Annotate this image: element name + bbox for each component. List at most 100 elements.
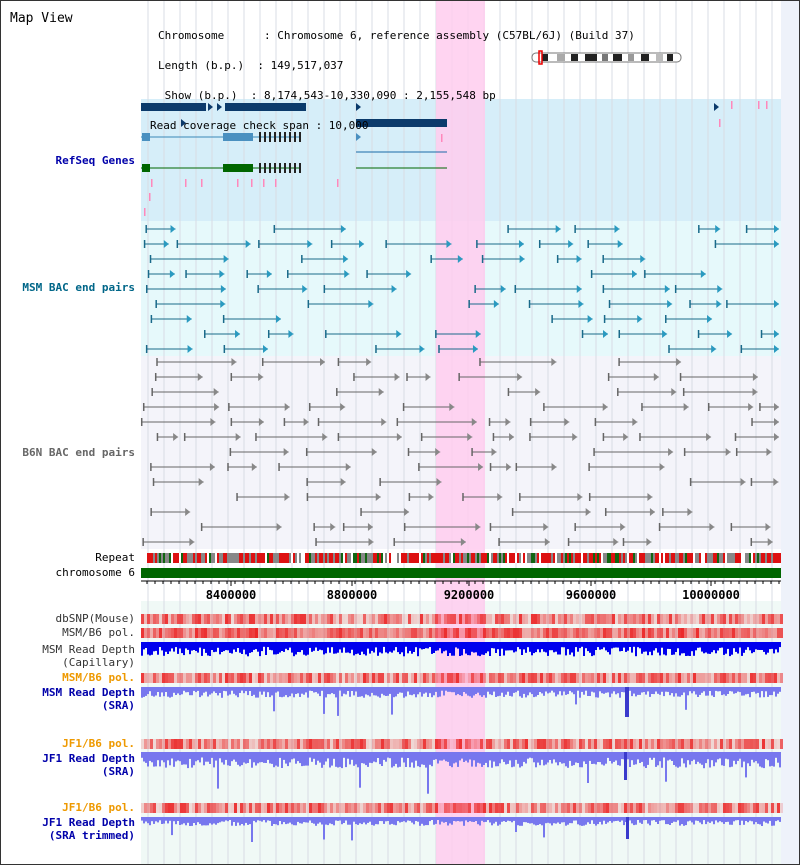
read-depth-bar [719, 642, 721, 648]
polymorphism-cell [174, 803, 177, 813]
read-depth-bar [351, 642, 353, 650]
read-depth-bar [779, 642, 781, 648]
polymorphism-cell [639, 614, 642, 624]
read-depth-bar [697, 817, 699, 821]
polymorphism-cell [324, 739, 327, 749]
repeat-mark [155, 553, 157, 563]
bac-end [519, 255, 525, 263]
polymorphism-cell [303, 628, 306, 638]
bac-end [261, 358, 264, 366]
read-depth-bar [691, 817, 693, 823]
repeat-mark [569, 553, 571, 563]
polymorphism-cell [441, 673, 444, 683]
read-depth-bar [181, 817, 183, 825]
read-depth-bar [541, 687, 543, 694]
polymorphism-cell [576, 628, 579, 638]
bac-end [359, 240, 365, 248]
read-depth-bar [559, 687, 561, 692]
polymorphism-cell [627, 803, 630, 813]
read-depth-bar [337, 687, 339, 716]
read-depth-bar [463, 752, 465, 762]
track-label-b6n-bac[interactable]: B6N BAC end pairs [22, 446, 135, 459]
read-depth-bar [507, 687, 509, 692]
repeat-mark [385, 553, 387, 563]
read-depth-bar [299, 642, 301, 653]
polymorphism-cell [354, 614, 357, 624]
polymorphism-cell [531, 614, 534, 624]
polymorphism-cell [627, 673, 630, 683]
polymorphism-cell [735, 628, 738, 638]
polymorphism-cell [396, 803, 399, 813]
read-depth-bar [763, 642, 765, 652]
polymorphism-cell [327, 803, 330, 813]
repeat-mark [395, 553, 397, 563]
polymorphism-cell [579, 614, 582, 624]
polymorphism-cell [423, 614, 426, 624]
read-depth-bar [187, 752, 189, 769]
read-depth-bar [487, 687, 489, 692]
polymorphism-cell [483, 628, 486, 638]
track-label-jf1-b6-pol: JF1/B6 pol. [62, 737, 135, 750]
polymorphism-cell [141, 739, 144, 749]
read-depth-bar [459, 687, 461, 696]
polymorphism-cell [411, 673, 414, 683]
repeat-mark [299, 553, 301, 563]
bac-end [340, 478, 346, 486]
read-depth-bar [335, 752, 337, 767]
read-depth-bar [431, 687, 433, 698]
repeat-mark [665, 553, 667, 563]
polymorphism-cell [564, 614, 567, 624]
polymorphism-cell [615, 803, 618, 813]
read-depth-bar [645, 687, 647, 695]
polymorphism-cell [327, 628, 330, 638]
read-depth-bar [521, 817, 523, 826]
track-label-msm-depth-cap: MSM Read Depth [42, 643, 135, 656]
read-depth-bar [261, 752, 263, 763]
bac-end [590, 270, 593, 278]
read-depth-bar [489, 642, 491, 656]
read-depth-bar [599, 687, 601, 692]
track-label-refseq[interactable]: RefSeq Genes [55, 154, 135, 167]
polymorphism-cell [555, 614, 558, 624]
track-label-msm-bac[interactable]: MSM BAC end pairs [22, 281, 135, 294]
polymorphism-cell [567, 803, 570, 813]
read-depth-bar [425, 642, 427, 649]
read-depth-bar [419, 687, 421, 693]
read-depth-bar [429, 752, 431, 765]
polymorphism-cell [264, 803, 267, 813]
bac-end [567, 538, 570, 546]
polymorphism-cell [681, 614, 684, 624]
snp-mark [766, 101, 768, 109]
read-depth-bar [617, 752, 619, 766]
polymorphism-cell [477, 614, 480, 624]
read-depth-bar [567, 817, 569, 825]
bac-end [500, 285, 506, 293]
read-depth-bar [177, 817, 179, 821]
repeat-mark [483, 553, 485, 563]
polymorphism-cell [291, 628, 294, 638]
polymorphism-cell [174, 628, 177, 638]
read-depth-bar [763, 817, 765, 822]
read-depth-bar [687, 687, 689, 696]
read-depth-bar [371, 642, 373, 651]
polymorphism-cell [177, 803, 180, 813]
polymorphism-cell [417, 673, 420, 683]
polymorphism-cell [420, 628, 423, 638]
polymorphism-cell [492, 803, 495, 813]
read-depth-bar [471, 642, 473, 652]
read-depth-bar [421, 687, 423, 697]
read-depth-bar [691, 687, 693, 694]
polymorphism-cell [216, 803, 219, 813]
repeat-mark [359, 553, 361, 563]
read-depth-bar [613, 752, 615, 762]
read-depth-bar [175, 817, 177, 825]
read-depth-bar [699, 752, 701, 764]
read-depth-bar [255, 817, 257, 823]
repeat-mark [185, 553, 187, 563]
repeat-mark [195, 553, 197, 563]
read-depth-bar [445, 642, 447, 651]
read-depth-bar [301, 752, 303, 767]
read-depth-bar [377, 752, 379, 758]
polymorphism-cell [474, 673, 477, 683]
